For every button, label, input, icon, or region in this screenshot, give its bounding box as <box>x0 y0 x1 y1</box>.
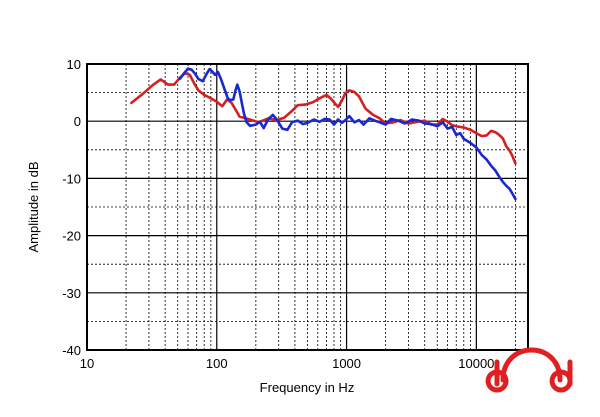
series-line-1 <box>130 71 517 165</box>
y-tick-label: -40 <box>62 343 81 358</box>
y-tick-label: -30 <box>62 286 81 301</box>
y-tick-label: 10 <box>67 57 81 72</box>
plot-frame <box>86 63 529 351</box>
y-axis-title: Amplitude in dB <box>26 161 41 252</box>
series-line-2 <box>178 67 517 201</box>
series-layer <box>130 67 517 201</box>
headphone-logo-icon <box>485 347 573 393</box>
x-axis-title: Frequency in Hz <box>260 380 355 395</box>
grid <box>87 64 528 350</box>
x-tick-label: 10 <box>80 356 94 371</box>
y-tick-label: -20 <box>62 229 81 244</box>
y-tick-label: -10 <box>62 171 81 186</box>
x-tick-label: 1000 <box>332 356 361 371</box>
x-tick-label: 10000 <box>458 356 494 371</box>
x-tick-label: 100 <box>206 356 228 371</box>
y-tick-label: 0 <box>74 114 81 129</box>
